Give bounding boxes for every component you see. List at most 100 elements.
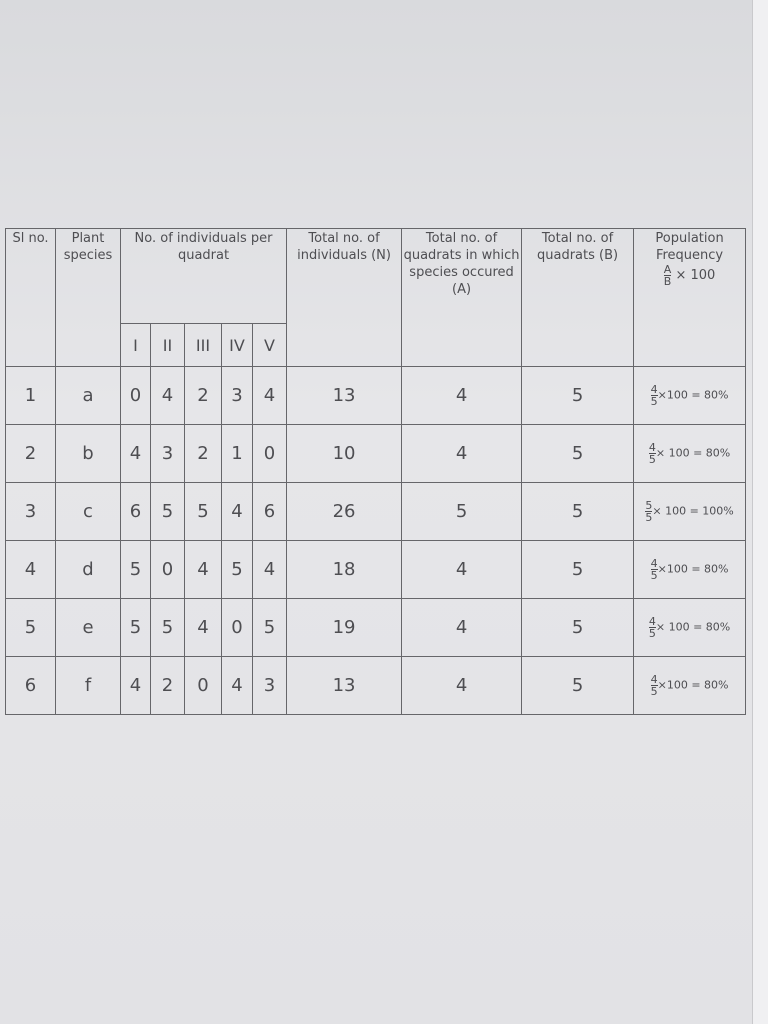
quadrat-count: 4 [231,501,243,522]
cell: 18 [286,540,403,599]
header-cell: Total no. of quadrats (B) [521,228,635,367]
cell: e [55,598,121,657]
quadrat-label: IV [229,335,245,355]
cell: 13 [286,656,403,715]
cell: 4 [401,424,523,483]
total-quadrats: 5 [571,501,584,522]
cell: a [55,366,121,425]
total-individuals: 19 [332,617,356,638]
quadrat-count: 5 [231,559,243,580]
quadrat-label: I [133,335,138,355]
denominator: 5 [648,453,656,466]
numerator: A [663,263,672,276]
cell: 3 [5,482,56,541]
cell: 4 5 ×100 = 80% [633,656,747,715]
cell: 0 [184,656,222,715]
serial-number: 6 [24,675,37,696]
cell: 0 [251,424,288,483]
cell: 5 [521,366,635,425]
cell: 4 5 ×100 = 80% [633,540,747,599]
species: c [83,501,93,522]
denominator: 5 [645,511,653,524]
quadrat-count: 5 [129,617,142,638]
header-cell: II [150,323,185,367]
denominator: 5 [648,627,656,640]
cell: 6 [251,482,288,541]
cell: 5 [150,482,185,541]
cell: 0 [150,540,185,599]
quadrats-occurred: 4 [455,617,468,638]
cell: 6 [5,656,56,715]
serial-number: 4 [24,559,37,580]
numerator: 5 [645,499,653,512]
header-text: Total no. of quadrats in which species o… [403,231,520,297]
quadrat-count: 5 [197,501,209,522]
cell: 5 [521,656,635,715]
numerator: 4 [650,383,658,396]
quadrats-occurred: 5 [455,501,468,522]
cell: 4 [184,598,222,657]
cell: 4 [120,424,151,483]
data-row: 6 f 4 2 0 4 3 13 4 5 4 5 ×100 = 80% [5,656,747,715]
numerator: 4 [648,441,656,454]
numerator: 4 [648,615,656,628]
cell: 4 [251,366,288,425]
cell: 4 5 ×100 = 80% [633,366,747,425]
cell: 2 [184,366,222,425]
quadrat-count: 5 [161,501,174,522]
header-text: No. of individuals per quadrat [134,231,273,263]
data-row: 3 c 6 5 5 4 6 26 5 5 5 5 × 100 = 100% [5,482,747,541]
quadrat-count: 3 [231,385,243,406]
cell: d [55,540,121,599]
quadrat-count: 2 [161,675,174,696]
header-cell: I [120,323,151,367]
cell: 4 [401,598,523,657]
serial-number: 5 [24,617,37,638]
total-quadrats: 5 [571,675,584,696]
cell: f [55,656,121,715]
quadrat-count: 4 [263,559,276,580]
header-cell: Total no. of individuals (N) [286,228,403,367]
data-row: 5 e 5 5 4 0 5 19 4 5 4 5 × 100 = 80% [5,598,747,657]
species: d [82,559,94,580]
quadrat-count: 4 [263,385,276,406]
formula-rest: × 100 = 100% [652,504,734,518]
quadrat-count: 4 [197,617,209,638]
quadrat-count: 2 [197,385,209,406]
quadrat-count: 4 [197,559,209,580]
cell: 3 [150,424,185,483]
cell: 5 [120,540,151,599]
cell: 10 [286,424,403,483]
total-quadrats: 5 [571,443,584,464]
cell: 5 5 × 100 = 100% [633,482,747,541]
denominator: B [663,275,672,288]
cell: 19 [286,598,403,657]
quadrat-count: 0 [231,617,243,638]
quadrat-count: 5 [129,559,142,580]
total-quadrats: 5 [571,559,584,580]
total-individuals: 13 [332,675,356,696]
quadrats-occurred: 4 [455,675,468,696]
quadrat-count: 0 [161,559,174,580]
cell: 4 [120,656,151,715]
data-row: 2 b 4 3 2 1 0 10 4 5 4 5 × 100 = 80% [5,424,747,483]
cell: b [55,424,121,483]
quadrat-label: V [264,335,275,355]
cell: 6 [120,482,151,541]
species: f [84,675,92,696]
header-text: Total no. of quadrats (B) [537,231,619,263]
numerator: 4 [650,673,658,686]
cell: 4 [184,540,222,599]
total-individuals: 10 [332,443,356,464]
denominator: 5 [650,395,658,408]
formula-rest: ×100 = 80% [657,562,729,576]
cell: 3 [221,366,253,425]
data-row: 1 a 0 4 2 3 4 13 4 5 4 5 ×100 = 80% [5,366,747,425]
cell: 4 [401,366,523,425]
quadrat-count: 6 [129,501,142,522]
header-text: Total no. of individuals (N) [297,231,391,263]
header-cell: Plant species [55,228,121,367]
